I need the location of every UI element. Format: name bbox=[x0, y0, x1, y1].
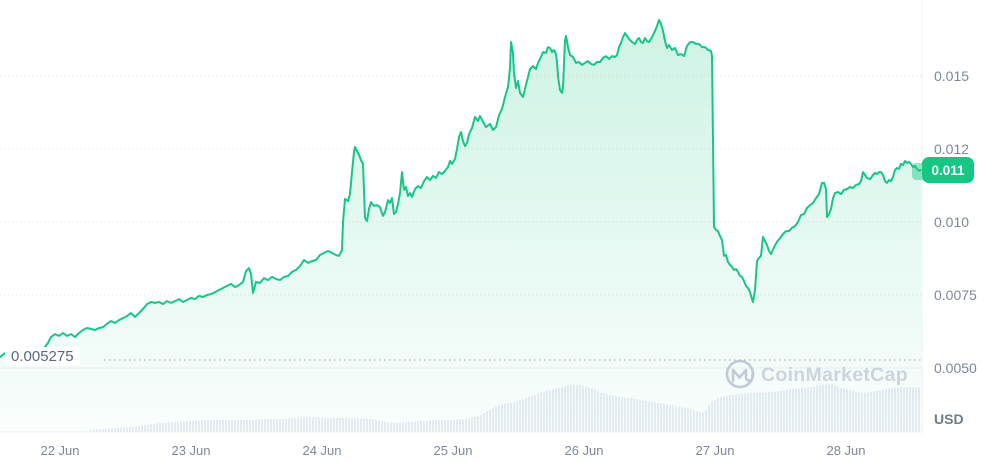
y-tick-label: 0.0050 bbox=[934, 360, 977, 376]
y-tick-label: 0.0075 bbox=[934, 287, 977, 303]
x-tick-label: 22 Jun bbox=[40, 443, 80, 458]
x-tick-label: 24 Jun bbox=[302, 443, 342, 458]
low-price-label: 0.005275 bbox=[5, 347, 80, 366]
y-tick-label: 0.015 bbox=[934, 68, 970, 84]
x-tick-label: 23 Jun bbox=[171, 443, 211, 458]
coinmarketcap-watermark: CoinMarketCap bbox=[725, 359, 908, 389]
current-price-badge: 0.011 bbox=[922, 157, 974, 184]
price-area bbox=[0, 19, 921, 433]
y-tick-label: 0.010 bbox=[934, 214, 970, 230]
chart-borders bbox=[0, 0, 923, 433]
coinmarketcap-logo-m-icon bbox=[731, 368, 754, 383]
price-line bbox=[0, 18, 922, 358]
x-tick-label: 25 Jun bbox=[433, 443, 473, 458]
x-tick-label: 26 Jun bbox=[564, 443, 604, 458]
x-tick-label: 28 Jun bbox=[826, 443, 866, 458]
currency-unit-label: USD bbox=[934, 411, 964, 427]
y-tick-label: 0.012 bbox=[934, 141, 970, 157]
watermark-text: CoinMarketCap bbox=[761, 364, 908, 386]
price-line-path bbox=[0, 18, 922, 358]
x-tick-label: 27 Jun bbox=[695, 443, 735, 458]
price-area-fill bbox=[0, 19, 921, 433]
